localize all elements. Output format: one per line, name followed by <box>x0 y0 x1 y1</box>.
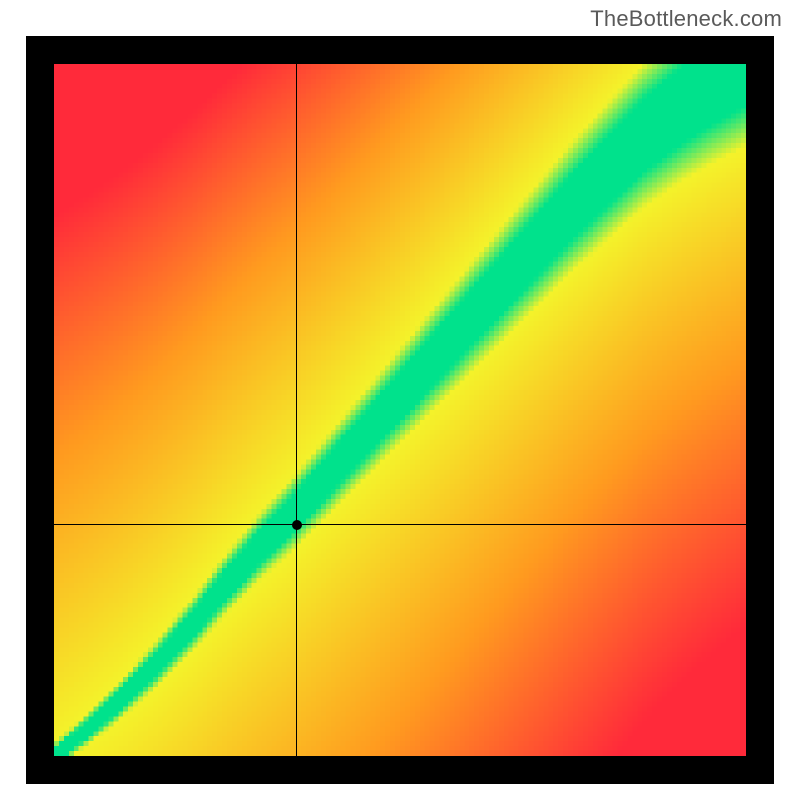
heatmap-canvas <box>54 64 746 756</box>
crosshair-horizontal <box>54 524 746 525</box>
crosshair-vertical <box>296 64 297 756</box>
chart-wrapper: TheBottleneck.com <box>0 0 800 800</box>
selection-marker <box>292 520 302 530</box>
watermark-text: TheBottleneck.com <box>590 6 782 32</box>
bottleneck-heatmap <box>54 64 746 756</box>
